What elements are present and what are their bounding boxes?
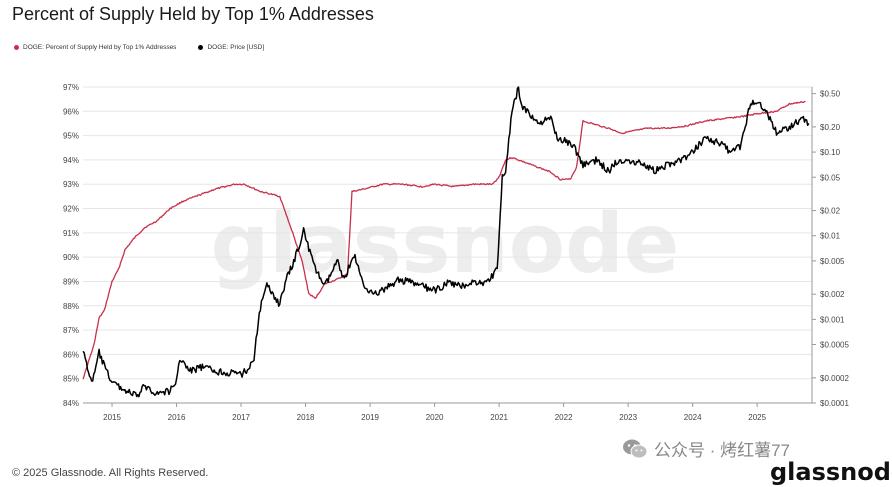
legend: DOGE: Percent of Supply Held by Top 1% A…	[14, 41, 264, 53]
y-left-tick-label: 87%	[63, 326, 79, 335]
x-tick-label: 2020	[426, 413, 444, 422]
y-right-tick-label: $0.001	[820, 315, 845, 324]
y-right-tick-label: $0.002	[820, 290, 845, 299]
chart-title: Percent of Supply Held by Top 1% Address…	[12, 4, 374, 24]
y-right-tick-label: $0.0001	[820, 399, 849, 408]
x-tick-label: 2017	[232, 413, 250, 422]
series-layer	[82, 86, 810, 398]
brand-logo: glassnode	[770, 458, 892, 486]
y-right-tick-label: $0.10	[820, 148, 841, 157]
x-tick-label: 2023	[619, 413, 637, 422]
series-line-supply	[82, 100, 806, 380]
y-left-tick-label: 95%	[63, 132, 79, 141]
y-left-tick-label: 91%	[63, 229, 79, 238]
y-left-tick-label: 96%	[63, 107, 79, 116]
y-left-tick-label: 93%	[63, 180, 79, 189]
y-right-tick-label: $0.02	[820, 207, 841, 216]
y-left-tick-label: 89%	[63, 277, 79, 286]
axes: 84% 85% 86% 87% 88% 89% 90% 91% 92% 93% 94% 95% 96% 9…	[63, 83, 849, 422]
x-tick-label: 2015	[103, 413, 121, 422]
y-right-tick-label: $0.005	[820, 257, 845, 266]
y-right-tick-label: $0.0005	[820, 341, 849, 350]
wechat-account: 公众号 · 烤红薯77	[622, 436, 790, 461]
x-tick-label: 2019	[361, 413, 379, 422]
y-left-tick-label: 84%	[63, 399, 79, 408]
y-right-tick-label: $0.20	[820, 123, 841, 132]
y-left-tick-label: 97%	[63, 83, 79, 92]
legend-label-supply: DOGE: Percent of Supply Held by Top 1% A…	[23, 43, 177, 51]
x-tick-label: 2022	[555, 413, 573, 422]
y-right-tick-label: $0.05	[820, 173, 841, 182]
copyright-footer: © 2025 Glassnode. All Rights Reserved.	[12, 467, 209, 479]
y-right-tick-label: $0.50	[820, 90, 841, 99]
legend-label-price: DOGE: Price [USD]	[207, 43, 265, 51]
series-line-price	[82, 86, 810, 398]
x-tick-label: 2016	[168, 413, 186, 422]
legend-dot-price	[198, 44, 204, 50]
wechat-account-label: 公众号 · 烤红薯77	[654, 441, 791, 460]
x-tick-label: 2024	[684, 413, 702, 422]
watermark-text: glassnode	[211, 197, 680, 292]
y-left-tick-label: 86%	[63, 350, 79, 359]
wechat-icon	[623, 439, 648, 458]
y-right-tick-label: $0.0002	[820, 374, 849, 383]
y-right-tick-label: $0.01	[820, 232, 841, 241]
y-left-tick-label: 92%	[63, 205, 79, 214]
legend-item-supply[interactable]: DOGE: Percent of Supply Held by Top 1% A…	[14, 44, 176, 51]
legend-item-price[interactable]: DOGE: Price [USD]	[198, 44, 264, 51]
y-left-tick-label: 88%	[63, 302, 79, 311]
x-tick-label: 2021	[490, 413, 508, 422]
legend-dot-supply	[14, 44, 19, 50]
y-left-tick-label: 85%	[63, 375, 79, 384]
x-tick-label: 2025	[748, 413, 766, 422]
y-left-tick-label: 94%	[63, 156, 79, 165]
y-left-tick-label: 90%	[63, 253, 79, 262]
x-tick-label: 2018	[297, 413, 315, 422]
